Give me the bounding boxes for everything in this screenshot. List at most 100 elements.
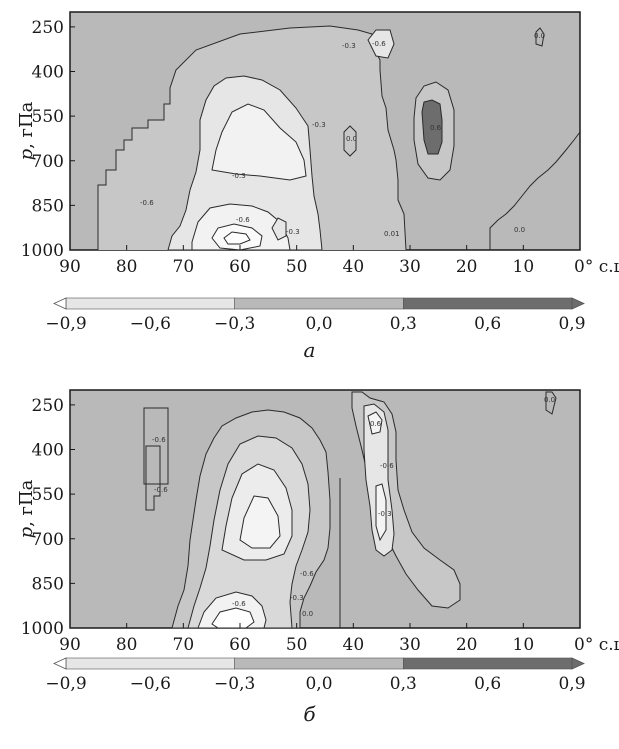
x-tick-label: 20 (456, 635, 478, 650)
plot-a: -0.6 -0.3 -0.3 0.0 -0.6 -0.3 0.01 0.0 -0… (16, 11, 619, 277)
contour-label: 0.0 (534, 32, 545, 40)
colorbar-bins-a: −0,9 −0,6 −0,3 0,0 0,3 0,6 0,9 (45, 297, 586, 334)
x-tick-label: 50 (286, 257, 308, 277)
contour-label: -0.6 (300, 570, 314, 578)
colorbar-tick-label: 0,9 (558, 674, 585, 694)
colorbar-bin (403, 297, 573, 310)
contour-small-a3 (367, 29, 395, 59)
contour-label: 0.0 (514, 226, 525, 234)
colorbar-tick-label: 0,9 (558, 314, 585, 334)
colorbar-bin (65, 297, 235, 310)
colorbar-tick-label: 0,6 (474, 314, 501, 334)
colorbar-tick-label: −0,3 (214, 674, 255, 694)
contour-label: -0.3 (312, 121, 326, 129)
colorbar-tick-label: −0,9 (45, 314, 86, 334)
x-tick-label: 70 (173, 635, 195, 650)
contour-label: -0.3 (342, 42, 356, 50)
x-tick-label: 40 (343, 257, 365, 277)
contour-label: -0.3 (286, 228, 300, 236)
x-tick-label: 10 (513, 257, 535, 277)
colorbar-tick-label: 0,3 (390, 314, 417, 334)
x-tick-label: 90 (59, 257, 81, 277)
y-axis-label-a: p, гПа (16, 101, 37, 160)
panel-b: -0.6 -0.6 0.6 -0.6 -0.6 -0.3 0.0 -0.3 -0… (0, 380, 619, 749)
contour-label: -0.6 (152, 436, 166, 444)
y-axis-unit-b: , гПа (16, 479, 37, 527)
x-tick-label: 20 (456, 257, 478, 277)
contour-label: 0.6 (370, 420, 382, 428)
panel-letter-b: б (303, 702, 316, 726)
colorbar-tick-label: 0,3 (390, 674, 417, 694)
colorbar-tick-label: −0,9 (45, 674, 86, 694)
contour-label: -0.6 (236, 216, 250, 224)
contour-band-30n-mid-b (375, 483, 387, 542)
contour-small-a4 (535, 27, 545, 47)
panel-a: -0.6 -0.3 -0.3 0.0 -0.6 -0.3 0.01 0.0 -0… (0, 0, 619, 370)
contour-band-30n-core-b (367, 411, 383, 435)
y-axis-var-a: p (16, 148, 37, 160)
colorbar-bins-b: −0,9 −0,6 −0,3 0,0 0,3 0,6 0,9 (45, 657, 586, 694)
contour-small-b4 (545, 391, 557, 415)
colorbar-b: −0,9 −0,6 −0,3 0,0 0,3 0,6 0,9 (45, 657, 586, 694)
y-tick-label: 400 (32, 441, 64, 461)
y-tick-label: 550 (32, 485, 64, 505)
contour-label: -0.3 (290, 594, 304, 602)
contour-label: -0.6 (380, 462, 394, 470)
colorbar-arrow-left (53, 297, 67, 310)
plot-b: -0.6 -0.6 0.6 -0.6 -0.6 -0.3 0.0 -0.3 -0… (16, 389, 619, 650)
contour-label: 0.6 (430, 124, 442, 132)
x-tick-label: 60 (229, 257, 251, 277)
colorbar-arrow-right (571, 297, 585, 310)
colorbar-tick-label: 0,6 (474, 674, 501, 694)
y-tick-label: 250 (32, 18, 64, 38)
colorbar-bin (234, 657, 404, 670)
contour-label: -0.3 (378, 510, 392, 518)
x-tick-label: 70 (173, 257, 195, 277)
y-axis-var-b: p (16, 526, 37, 538)
contour-small-a2 (343, 125, 357, 157)
y-tick-label: 850 (32, 196, 64, 216)
y-tick-label: 700 (32, 530, 64, 550)
y-tick-label: 550 (32, 107, 64, 127)
x-tick-label: 60 (229, 635, 251, 650)
x-tick-label: 80 (116, 635, 138, 650)
contour-minus09-core-b (211, 607, 255, 629)
colorbar-tick-label: −0,6 (130, 314, 171, 334)
x-tick-label: 30 (399, 257, 421, 277)
x-tick-label: 0° с.ш. (574, 257, 619, 277)
colorbar-bin (234, 297, 404, 310)
contour-inner-core-a (223, 231, 251, 245)
y-tick-label: 250 (32, 396, 64, 416)
contour-minus09-upper-b (239, 495, 281, 549)
colorbar-arrow-left (53, 657, 67, 670)
contour-label: 0.0 (544, 396, 555, 404)
ticks-b: 90 80 70 60 50 40 30 20 10 0° с.ш. 250 400 550 700 850… (21, 396, 619, 650)
x-tick-label: 10 (513, 635, 535, 650)
contour-label: 0.0 (346, 135, 357, 143)
contour-positive-core-a (421, 99, 443, 155)
x-tick-label: 50 (286, 635, 308, 650)
y-tick-label: 850 (32, 574, 64, 594)
y-tick-label: 1000 (21, 241, 64, 261)
y-tick-label: 1000 (21, 619, 64, 639)
x-tick-label: 40 (343, 635, 365, 650)
contour-label: -0.3 (232, 172, 246, 180)
colorbar-arrow-right (571, 657, 585, 670)
x-tick-label: 0° с.ш. (574, 635, 619, 650)
x-tick-label: 90 (59, 635, 81, 650)
contour-label: -0.6 (154, 486, 168, 494)
colorbar-tick-label: 0,0 (305, 314, 332, 334)
y-axis-unit-a: , гПа (16, 101, 37, 149)
contour-label: -0.6 (140, 199, 154, 207)
contour-label: -0.6 (372, 40, 386, 48)
x-tick-label: 30 (399, 635, 421, 650)
colorbar-tick-label: −0,6 (130, 674, 171, 694)
contour-minus06-upper-a (211, 103, 307, 181)
contour-label: 0.0 (302, 610, 313, 618)
colorbar-a: −0,9 −0,6 −0,3 0,0 0,3 0,6 0,9 (45, 297, 586, 334)
colorbar-bin (403, 657, 573, 670)
y-axis-label-b: p, гПа (16, 479, 37, 538)
y-tick-label: 700 (32, 152, 64, 172)
panel-letter-a: а (303, 338, 316, 362)
contour-left-box1-b (143, 407, 169, 485)
